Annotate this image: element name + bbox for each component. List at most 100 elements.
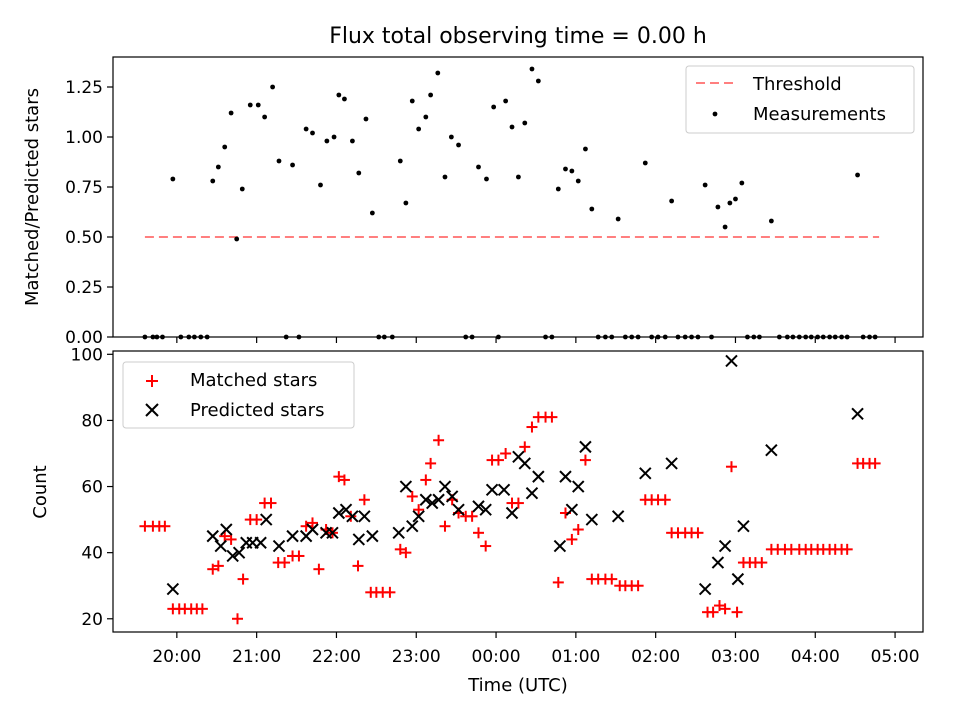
predicted-star-point [472, 500, 485, 513]
predicted-star-point [432, 493, 445, 506]
measurement-point [416, 126, 422, 132]
measurement-point [310, 130, 315, 136]
predicted-star-point [445, 490, 459, 503]
measurement-point [491, 104, 497, 110]
top-y-tick-label: 0.00 [65, 328, 103, 348]
top-y-axis-label: Matched/Predicted stars [22, 88, 43, 306]
x-tick-label: 00:00 [472, 647, 521, 667]
measurement-point [555, 186, 561, 192]
measurement-point [722, 224, 728, 230]
measurement-point [228, 110, 234, 116]
measurement-point [423, 114, 429, 120]
measurement-point [369, 210, 375, 216]
x-tick-label: 02:00 [631, 647, 680, 667]
predicted-star-point [565, 503, 579, 516]
matched-star-point [725, 461, 737, 473]
measurement-point [855, 172, 860, 178]
top-y-tick-label: 0.25 [65, 278, 103, 298]
predicted-star-point [711, 556, 725, 569]
x-tick-label: 05:00 [871, 647, 920, 667]
measurement-point [733, 196, 738, 202]
measurement-point [563, 166, 568, 172]
measurement-point [363, 116, 369, 122]
matched-star-point [526, 421, 538, 433]
legend-predicted-label: Predicted stars [190, 400, 324, 421]
measurement-point [222, 144, 228, 150]
matched-star-point [207, 563, 219, 575]
predicted-star-point [572, 480, 585, 493]
matched-star-point [384, 586, 396, 598]
matched-star-point [500, 447, 512, 459]
predicted-star-point [366, 529, 379, 543]
matched-star-point [394, 543, 406, 555]
matched-star-point [492, 454, 504, 466]
measurement-point [170, 176, 176, 182]
measurement-point [403, 200, 409, 206]
matched-star-point [358, 494, 370, 506]
predicted-star-point [399, 480, 413, 493]
measurement-point [768, 218, 774, 224]
measurement-point [503, 98, 509, 104]
legend-threshold-label: Threshold [752, 74, 842, 95]
predicted-star-point [426, 496, 439, 510]
x-tick-label: 21:00 [232, 647, 281, 667]
predicted-star-point [497, 483, 511, 497]
matched-star-point [756, 557, 768, 569]
bottom-legend-box [122, 361, 355, 429]
predicted-star-point [286, 529, 299, 543]
matched-star-point [719, 603, 731, 615]
matched-star-point [338, 474, 350, 486]
legend-predicted-swatch [145, 403, 159, 417]
top-y-tick-label: 0.75 [65, 178, 103, 198]
predicted-star-point [452, 503, 465, 516]
predicted-star-point [206, 529, 219, 543]
top-y-tick-label: 1.25 [65, 78, 103, 98]
predicted-star-point [851, 407, 864, 421]
matched-star-point [512, 497, 524, 509]
measurement-point [239, 186, 245, 192]
measurement-point [456, 142, 461, 148]
matched-star-point [279, 557, 291, 569]
matched-star-point [552, 576, 564, 588]
predicted-star-point [611, 510, 625, 523]
matched-star-point [731, 606, 743, 618]
matched-star-point [333, 471, 345, 483]
x-tick-label: 22:00 [312, 647, 361, 667]
bottom-legend: Matched stars Predicted stars [122, 361, 355, 429]
measurement-point [247, 102, 253, 108]
measurement-point [215, 164, 221, 170]
x-tick-label: 01:00 [551, 647, 600, 667]
top-y-ticks: 0.00 0.25 0.50 0.75 1.00 1.25 [65, 78, 113, 348]
predicted-star-point [220, 523, 233, 536]
x-axis-label: Time (UTC) [467, 675, 568, 696]
predicted-star-point [737, 520, 750, 533]
measurement-point [522, 120, 528, 126]
legend-matched-swatch [146, 375, 158, 387]
predicted-star-point [166, 582, 180, 596]
measurement-point [435, 70, 441, 76]
x-tick-label: 23:00 [392, 647, 441, 667]
matched-star-point [159, 520, 171, 532]
x-tick-label: 04:00 [791, 647, 840, 667]
top-y-tick-label: 1.00 [65, 128, 103, 148]
matched-star-point [714, 600, 726, 612]
predicted-star-point [585, 513, 599, 526]
measurement-point [535, 78, 541, 84]
matched-star-point [345, 510, 357, 522]
matched-star-point [466, 510, 478, 522]
measurement-point [484, 176, 489, 182]
matched-star-point [225, 533, 237, 545]
measurement-point [509, 124, 515, 130]
matched-star-point [231, 613, 243, 625]
measurement-point [303, 126, 309, 132]
matched-star-point [313, 563, 325, 575]
matched-star-point [196, 603, 208, 615]
legend-matched-label: Matched stars [190, 370, 317, 391]
matched-star-point [413, 504, 425, 516]
matched-star-point [352, 560, 364, 572]
predicted-star-point [232, 546, 246, 559]
predicted-star-point [505, 506, 519, 520]
measurement-point [397, 158, 403, 164]
matched-star-point [406, 490, 418, 502]
measurement-point [575, 178, 581, 184]
